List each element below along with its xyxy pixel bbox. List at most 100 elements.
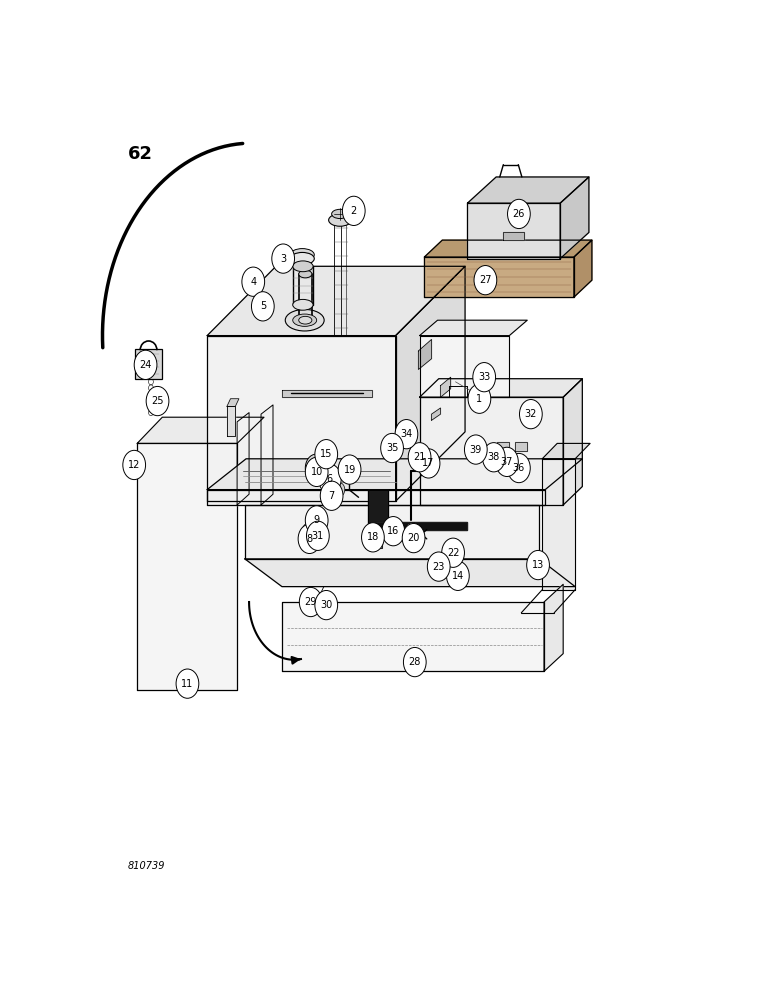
Circle shape [474, 266, 496, 295]
Circle shape [298, 524, 321, 554]
Circle shape [272, 244, 295, 273]
Polygon shape [364, 536, 382, 548]
Ellipse shape [286, 309, 324, 331]
Circle shape [402, 523, 425, 553]
Circle shape [404, 647, 426, 677]
Circle shape [428, 552, 450, 581]
Polygon shape [542, 459, 575, 590]
Circle shape [510, 459, 514, 465]
Ellipse shape [299, 316, 312, 324]
FancyBboxPatch shape [135, 349, 161, 379]
Text: 810739: 810739 [127, 861, 165, 871]
Circle shape [520, 400, 542, 429]
Circle shape [319, 594, 331, 610]
Polygon shape [396, 266, 465, 501]
Ellipse shape [290, 252, 314, 265]
Polygon shape [497, 442, 510, 451]
Polygon shape [420, 320, 527, 336]
Circle shape [395, 420, 418, 449]
Text: 37: 37 [501, 457, 513, 467]
Text: 36: 36 [513, 463, 525, 473]
Circle shape [343, 196, 365, 225]
Text: 33: 33 [478, 372, 490, 382]
Polygon shape [564, 379, 582, 505]
Polygon shape [542, 443, 590, 459]
Polygon shape [393, 428, 405, 443]
Polygon shape [207, 490, 545, 505]
Polygon shape [282, 602, 544, 671]
Circle shape [527, 550, 550, 580]
Text: 25: 25 [151, 396, 164, 406]
Text: 12: 12 [128, 460, 141, 470]
Circle shape [323, 466, 337, 485]
Polygon shape [544, 584, 564, 671]
Circle shape [134, 350, 157, 379]
Polygon shape [137, 443, 237, 690]
Circle shape [242, 267, 265, 296]
Polygon shape [420, 379, 582, 397]
Polygon shape [574, 240, 592, 297]
Polygon shape [371, 522, 468, 530]
Text: 62: 62 [127, 145, 153, 163]
Circle shape [468, 384, 491, 413]
Ellipse shape [293, 314, 317, 326]
Circle shape [146, 364, 151, 372]
Polygon shape [425, 240, 592, 257]
Polygon shape [207, 266, 465, 336]
Circle shape [312, 527, 324, 542]
Text: 26: 26 [513, 209, 525, 219]
Text: 13: 13 [532, 560, 544, 570]
Circle shape [446, 541, 459, 558]
Polygon shape [261, 405, 273, 505]
Text: 16: 16 [387, 526, 399, 536]
Text: 27: 27 [479, 275, 492, 285]
Circle shape [334, 483, 345, 497]
Circle shape [252, 292, 274, 321]
Circle shape [315, 590, 337, 620]
Circle shape [309, 507, 324, 527]
Polygon shape [420, 397, 564, 505]
Polygon shape [245, 559, 575, 587]
Text: 28: 28 [408, 657, 421, 667]
Polygon shape [432, 408, 441, 420]
Text: 34: 34 [401, 429, 412, 439]
Circle shape [319, 464, 341, 493]
Circle shape [305, 457, 328, 487]
Text: 3: 3 [280, 254, 286, 264]
Text: 4: 4 [250, 277, 256, 287]
Polygon shape [227, 399, 239, 406]
Ellipse shape [332, 209, 348, 219]
Polygon shape [282, 389, 372, 397]
Text: 5: 5 [259, 301, 266, 311]
Text: 17: 17 [422, 458, 435, 468]
Circle shape [382, 517, 405, 546]
Polygon shape [468, 177, 589, 203]
Circle shape [313, 513, 320, 522]
Polygon shape [418, 339, 432, 369]
Text: 30: 30 [320, 600, 333, 610]
Circle shape [496, 447, 518, 477]
Circle shape [465, 435, 487, 464]
Text: 39: 39 [469, 445, 482, 455]
Ellipse shape [299, 270, 312, 278]
Polygon shape [367, 490, 388, 536]
Polygon shape [237, 413, 249, 505]
Text: 2: 2 [350, 206, 357, 216]
Text: 15: 15 [320, 449, 333, 459]
Circle shape [472, 363, 496, 392]
Text: 32: 32 [525, 409, 537, 419]
Text: 6: 6 [327, 474, 333, 484]
Text: 31: 31 [312, 531, 324, 541]
Circle shape [442, 538, 465, 567]
Text: 23: 23 [432, 562, 445, 572]
Circle shape [451, 564, 465, 582]
Text: 9: 9 [313, 515, 320, 525]
Text: 38: 38 [488, 452, 500, 462]
Text: 1: 1 [476, 394, 482, 404]
Text: 20: 20 [408, 533, 420, 543]
Text: 11: 11 [181, 679, 194, 689]
Text: 24: 24 [140, 360, 152, 370]
Circle shape [338, 455, 361, 484]
Circle shape [320, 481, 343, 510]
Circle shape [507, 199, 530, 229]
